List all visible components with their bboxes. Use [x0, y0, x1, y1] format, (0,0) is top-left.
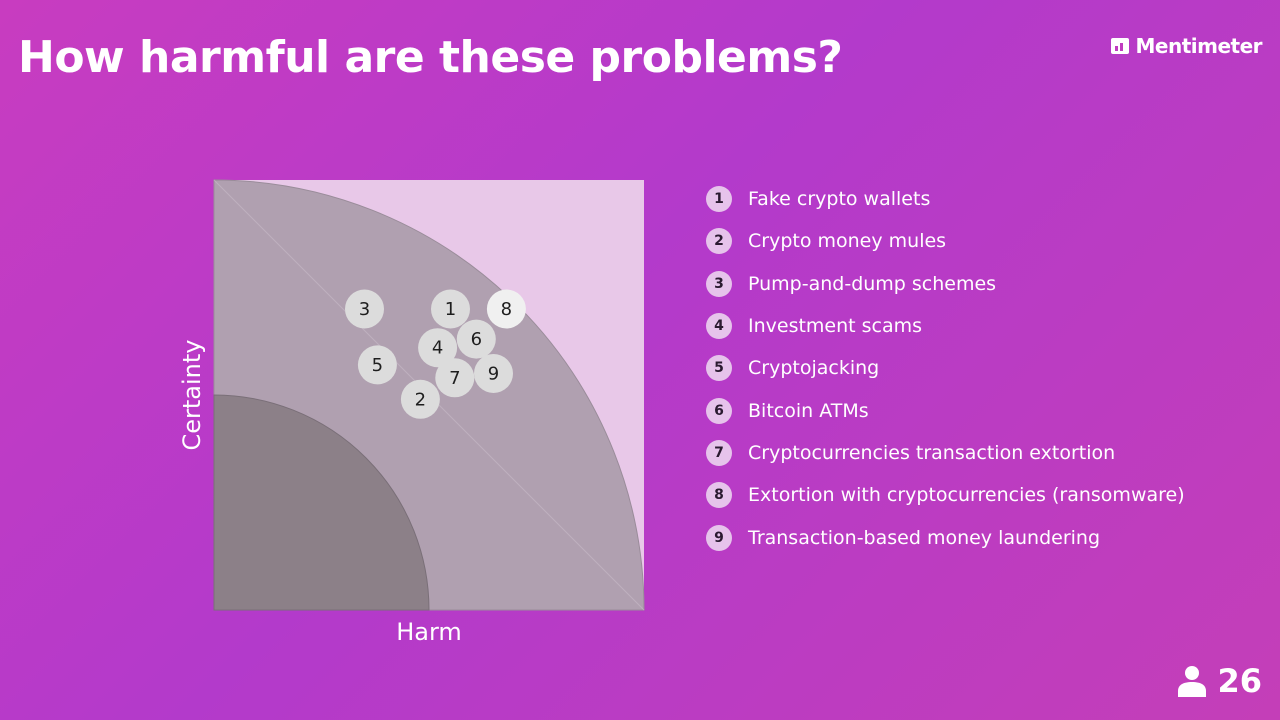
- data-point-label: 6: [471, 329, 482, 350]
- data-point-marker: [435, 358, 475, 398]
- participant-count: 26: [1177, 662, 1262, 700]
- data-point-label: 3: [359, 299, 370, 320]
- legend-label: Crypto money mules: [748, 230, 947, 253]
- legend-number-badge: 7: [706, 439, 732, 466]
- page-title: How harmful are these problems?: [18, 32, 843, 83]
- data-point-marker: [345, 289, 384, 329]
- data-point-marker: [456, 319, 496, 359]
- data-point-label: 8: [501, 299, 512, 320]
- legend-number-badge: 2: [706, 228, 732, 255]
- bar-chart-icon: [1111, 38, 1130, 54]
- legend-number-badge: 3: [706, 270, 732, 297]
- data-point: 9: [474, 354, 513, 393]
- data-point: 4: [418, 328, 458, 368]
- legend-label: Transaction-based money laundering: [748, 526, 1101, 549]
- brand-logo: Mentimeter: [1111, 34, 1262, 58]
- data-point: 8: [486, 289, 526, 329]
- data-point: 2: [400, 379, 440, 419]
- data-point: 7: [435, 358, 475, 398]
- data-point-label: 7: [449, 368, 460, 389]
- participant-count-value: 26: [1217, 662, 1262, 700]
- legend-item: 7 Cryptocurrencies transaction extortion: [706, 432, 1185, 474]
- legend-label: Investment scams: [748, 315, 923, 338]
- legend-item: 6 Bitcoin ATMs: [706, 389, 1185, 431]
- legend-label: Cryptocurrencies transaction extortion: [748, 441, 1116, 464]
- legend-label: Extortion with cryptocurrencies (ransomw…: [748, 484, 1185, 507]
- data-point: 5: [357, 345, 397, 385]
- legend-item: 9 Transaction-based money laundering: [706, 516, 1185, 558]
- legend-number-badge: 5: [706, 355, 732, 382]
- data-point-label: 1: [445, 299, 456, 320]
- legend-label: Pump-and-dump schemes: [748, 272, 997, 295]
- legend-number-badge: 9: [706, 524, 732, 551]
- data-point-label: 4: [432, 338, 443, 359]
- data-point: 6: [456, 319, 496, 359]
- legend-label: Cryptojacking: [748, 357, 880, 380]
- data-point-marker: [474, 354, 513, 393]
- legend-item: 5 Cryptojacking: [706, 347, 1185, 389]
- person-icon: [1178, 666, 1207, 697]
- legend-item: 8 Extortion with cryptocurrencies (ransom…: [706, 474, 1185, 516]
- data-point: 1: [431, 289, 470, 329]
- legend-item: 3 Pump-and-dump schemes: [706, 263, 1185, 305]
- points-layer: 1 2 3 4 5 67 8 9: [345, 289, 526, 419]
- legend: 1 Fake crypto wallets 2 Crypto money mules 3…: [706, 178, 1185, 559]
- legend-label: Fake crypto wallets: [748, 188, 931, 211]
- data-point: 3: [345, 289, 384, 329]
- data-point-marker: [431, 289, 470, 329]
- data-point-label: 5: [372, 355, 383, 376]
- x-axis-label: Harm: [396, 618, 462, 646]
- data-point-label: 2: [415, 389, 426, 410]
- brand-name: Mentimeter: [1135, 34, 1262, 58]
- legend-item: 2 Crypto money mules: [706, 220, 1185, 262]
- data-point-marker: [400, 379, 440, 419]
- legend-item: 4 Investment scams: [706, 305, 1185, 347]
- legend-label: Bitcoin ATMs: [748, 399, 869, 422]
- legend-item: 1 Fake crypto wallets: [706, 178, 1185, 220]
- legend-number-badge: 8: [706, 482, 732, 509]
- data-point-marker: [418, 328, 458, 368]
- data-point-marker: [357, 345, 397, 385]
- data-point-marker: [486, 289, 526, 329]
- legend-number-badge: 6: [706, 397, 732, 424]
- data-point-label: 9: [488, 364, 499, 385]
- y-axis-label: Certainty: [178, 339, 206, 451]
- legend-number-badge: 4: [706, 313, 732, 340]
- chart-zone-inner: [213, 394, 430, 611]
- legend-number-badge: 1: [706, 186, 732, 213]
